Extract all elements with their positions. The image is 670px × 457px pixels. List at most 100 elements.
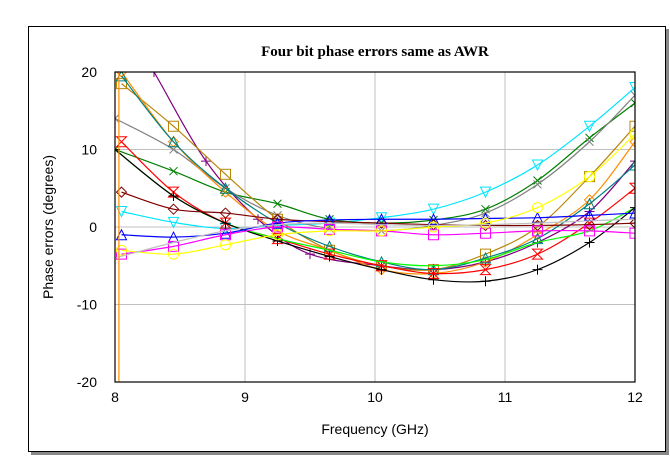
data-marker [427,263,440,276]
data-marker [629,217,635,229]
series-line-0 [121,87,635,230]
data-marker [115,186,128,198]
data-marker [271,217,284,229]
data-marker [323,248,336,260]
data-marker [479,251,492,264]
data-marker [583,120,596,133]
x-tick-label: 11 [498,389,513,405]
y-axis-label: Phase errors (degrees) [40,155,56,299]
data-marker [219,207,232,219]
data-marker [201,156,211,167]
x-tick-label: 9 [241,389,249,405]
data-marker [167,216,180,229]
data-marker [480,217,491,229]
data-marker [115,114,120,123]
data-marker [376,264,387,275]
data-marker [531,229,544,241]
data-marker [324,225,335,237]
data-marker [271,225,284,237]
data-marker [532,202,543,214]
data-marker [219,182,232,194]
data-marker [479,264,492,276]
data-marker [533,180,542,189]
data-marker [532,264,543,275]
data-marker [273,211,282,220]
data-marker [628,182,635,194]
data-marker [629,136,635,148]
y-tick-label: 0 [89,219,97,235]
y-tick-label: 10 [81,142,97,158]
data-marker [630,156,635,167]
data-marker [149,72,159,77]
data-marker [629,128,635,140]
data-marker [168,240,179,252]
x-axis-label: Frequency (GHz) [321,421,428,437]
y-tick-label: -10 [77,297,97,313]
data-marker [629,206,635,219]
series-group [115,13,635,382]
data-marker [220,239,231,251]
data-marker [629,82,635,94]
data-marker [272,235,283,246]
data-marker [585,133,594,143]
chart-title: Four bit phase errors same as AWR [261,44,489,60]
data-marker [533,176,542,185]
data-marker [167,186,180,198]
data-marker [584,171,595,183]
data-marker [375,260,388,272]
data-marker [583,194,596,206]
data-marker [253,214,263,225]
data-marker [117,13,127,23]
data-marker [428,221,439,233]
series-line-3 [153,72,635,271]
series-line-14 [115,218,635,259]
data-marker [272,221,283,233]
data-marker [629,120,635,132]
data-marker [116,244,127,256]
data-marker [584,225,595,237]
data-marker [323,213,336,226]
data-marker [375,212,388,224]
y-tick-label: -20 [77,374,97,390]
data-marker [115,72,128,78]
data-marker [531,248,544,260]
data-marker [630,98,635,108]
data-marker [167,135,180,148]
data-marker [630,90,635,100]
data-marker [376,225,387,237]
series-line-7 [121,141,635,275]
data-marker [428,274,439,285]
data-marker [220,168,231,180]
x-tick-label: 8 [111,389,119,405]
data-marker [629,227,635,239]
y-tick-label: 20 [81,64,97,80]
series-line-13 [121,133,635,255]
data-marker [531,232,544,245]
data-marker [630,202,635,213]
data-marker [272,229,283,241]
data-marker [116,78,127,90]
data-marker [427,213,440,225]
data-marker [427,203,440,216]
data-marker [168,120,179,132]
data-marker [629,158,635,171]
series-line-4 [121,83,635,271]
x-tick-label: 12 [627,389,643,405]
data-marker [220,218,231,229]
data-marker [273,199,282,209]
series-line-11 [121,212,635,238]
series-line-10 [121,191,635,227]
data-marker [219,227,232,239]
data-marker [585,137,594,147]
data-marker [531,159,544,172]
data-marker [324,251,335,262]
data-marker [116,248,127,260]
data-marker [169,166,178,176]
plot-border [114,71,636,383]
data-marker [168,248,179,260]
chart-frame [28,26,666,452]
data-marker [115,136,128,148]
data-marker [479,186,492,199]
data-marker [583,218,596,231]
